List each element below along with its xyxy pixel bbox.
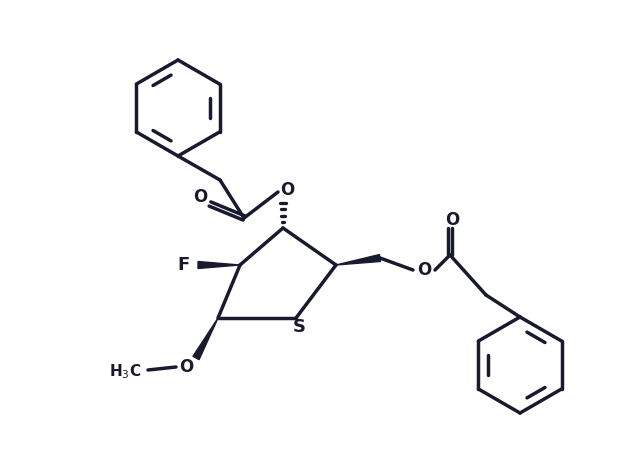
Text: O: O	[193, 188, 207, 206]
Text: F: F	[177, 256, 189, 274]
Polygon shape	[198, 261, 240, 268]
Polygon shape	[193, 318, 218, 360]
Text: O: O	[280, 181, 294, 199]
Text: O: O	[445, 211, 459, 229]
Polygon shape	[336, 255, 381, 265]
Text: O: O	[179, 358, 193, 376]
Text: S: S	[292, 318, 305, 336]
Text: O: O	[417, 261, 431, 279]
Text: H$_3$C: H$_3$C	[109, 363, 141, 381]
